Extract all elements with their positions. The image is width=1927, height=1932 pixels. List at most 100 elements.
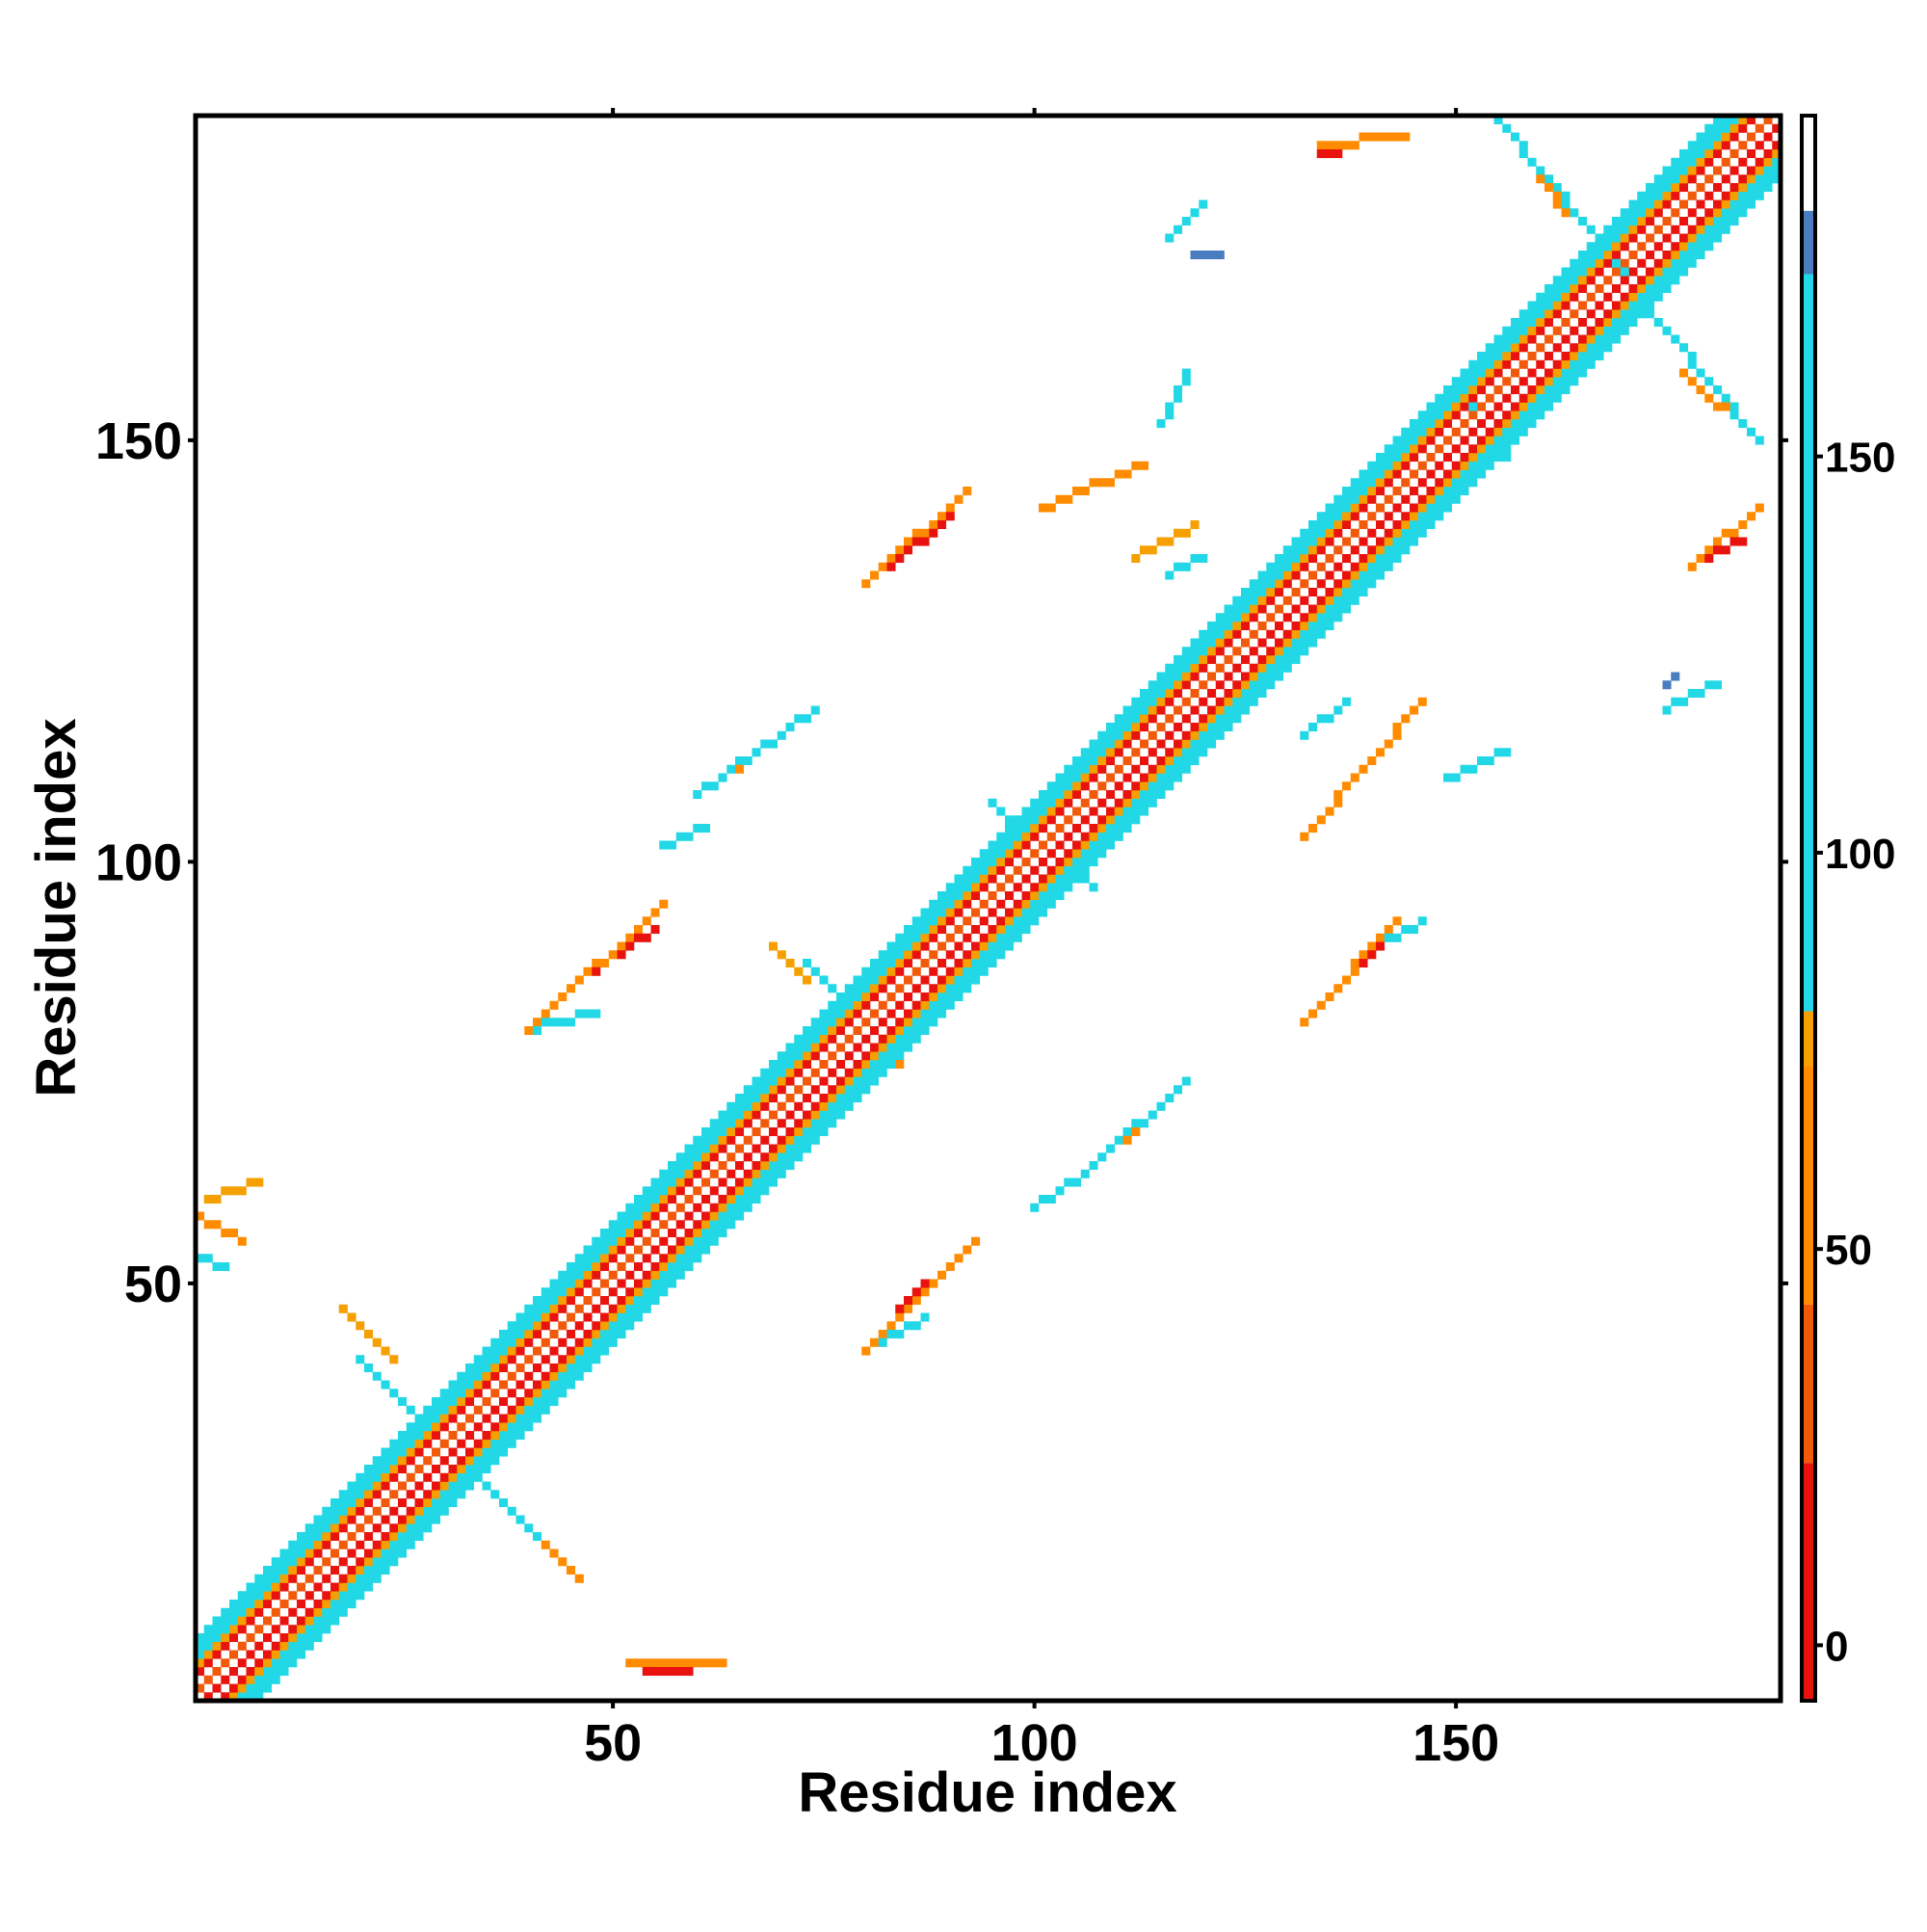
heatmap-cell — [398, 1540, 408, 1549]
heatmap-cell — [263, 1675, 273, 1684]
heatmap-cell — [448, 1481, 458, 1491]
heatmap-cell — [592, 1321, 601, 1331]
heatmap-cell — [229, 1600, 239, 1609]
heatmap-cell — [1536, 343, 1545, 353]
heatmap-cell — [338, 1540, 348, 1549]
heatmap-cell — [567, 1262, 576, 1272]
heatmap-cell — [338, 1607, 348, 1617]
heatmap-cell — [1536, 359, 1545, 369]
heatmap-cell — [870, 1009, 880, 1019]
heatmap-cell — [996, 916, 1006, 926]
heatmap-cell — [920, 1009, 930, 1019]
heatmap-cell — [794, 1051, 804, 1061]
heatmap-cell — [1181, 739, 1191, 749]
heatmap-cell — [1174, 393, 1183, 403]
heatmap-cell — [1359, 469, 1368, 479]
heatmap-cell — [785, 1127, 795, 1137]
heatmap-cell — [567, 984, 576, 993]
heatmap-cell — [533, 1380, 542, 1389]
heatmap-cell — [1687, 166, 1697, 175]
heatmap-cell — [1468, 385, 1478, 395]
heatmap-cell — [439, 1481, 449, 1491]
heatmap-cell — [760, 1152, 770, 1162]
heatmap-cell — [668, 1211, 677, 1221]
heatmap-cell — [583, 1279, 593, 1288]
heatmap-cell — [439, 1397, 449, 1407]
heatmap-cell — [229, 1229, 239, 1238]
heatmap-cell — [844, 1085, 854, 1095]
heatmap-cell — [583, 1337, 593, 1347]
heatmap-cell — [524, 1414, 534, 1423]
heatmap-cell — [1030, 798, 1040, 807]
heatmap-cell — [853, 1094, 862, 1103]
heatmap-cell — [1367, 562, 1377, 571]
heatmap-cell — [1755, 183, 1764, 193]
heatmap-cell — [1376, 132, 1386, 142]
heatmap-cell — [1055, 858, 1065, 867]
heatmap-cell — [1637, 191, 1647, 200]
heatmap-cell — [1704, 123, 1714, 133]
heatmap-cell — [642, 1658, 651, 1668]
heatmap-cell — [1046, 503, 1056, 513]
heatmap-cell — [1013, 824, 1022, 834]
heatmap-cell — [617, 1321, 626, 1331]
heatmap-cell — [1443, 494, 1453, 504]
heatmap-cell — [212, 1262, 222, 1272]
heatmap-cell — [237, 1600, 247, 1609]
heatmap-cell — [988, 908, 997, 917]
heatmap-cell — [356, 1591, 365, 1601]
heatmap-cell — [675, 1178, 685, 1187]
heatmap-cell — [1055, 840, 1065, 850]
heatmap-cell — [895, 1330, 905, 1339]
heatmap-cell — [279, 1633, 289, 1643]
heatmap-cell — [1350, 966, 1359, 976]
heatmap-cell — [1662, 251, 1672, 260]
heatmap-cell — [1696, 157, 1705, 167]
heatmap-cell — [1215, 251, 1225, 260]
heatmap-cell — [785, 1161, 795, 1171]
heatmap-cell — [246, 1667, 255, 1677]
heatmap-cell — [439, 1389, 449, 1398]
heatmap-cell — [203, 1641, 213, 1651]
heatmap-cell — [1578, 301, 1588, 310]
heatmap-cell — [600, 1229, 610, 1238]
heatmap-cell — [1544, 334, 1554, 344]
heatmap-cell — [583, 1330, 593, 1339]
heatmap-cell — [1215, 638, 1225, 648]
heatmap-cell — [533, 1414, 542, 1423]
heatmap-cell — [954, 941, 964, 951]
heatmap-cell — [1671, 157, 1680, 167]
heatmap-cell — [237, 1591, 247, 1601]
heatmap-cell — [752, 748, 761, 757]
heatmap-cell — [1628, 233, 1638, 243]
heatmap-cell — [1275, 647, 1284, 656]
heatmap-cell — [1215, 723, 1225, 732]
heatmap-cell — [432, 1397, 441, 1407]
heatmap-cell — [1384, 925, 1393, 935]
heatmap-cell — [1013, 832, 1022, 841]
heatmap-cell — [507, 1330, 516, 1339]
heatmap-cell — [911, 1018, 921, 1027]
heatmap-cell — [1628, 199, 1638, 209]
heatmap-cell — [338, 1506, 348, 1516]
heatmap-cell — [1055, 1186, 1065, 1196]
heatmap-cell — [1443, 773, 1453, 782]
heatmap-cell — [1679, 697, 1689, 706]
heatmap-cell — [398, 1515, 408, 1524]
heatmap-cell — [1039, 815, 1048, 825]
heatmap-cell — [1384, 132, 1393, 142]
heatmap-cell — [541, 1296, 550, 1306]
heatmap-cell — [1181, 748, 1191, 757]
heatmap-cell — [490, 1389, 500, 1398]
heatmap-cell — [1687, 157, 1697, 167]
heatmap-cell — [1350, 773, 1359, 782]
heatmap-cell — [1181, 672, 1191, 681]
heatmap-cell — [1207, 689, 1217, 699]
heatmap-cell — [1679, 233, 1689, 243]
heatmap-cell — [803, 1110, 812, 1120]
heatmap-cell — [1241, 705, 1251, 715]
heatmap-cell — [414, 1414, 424, 1423]
heatmap-cell — [937, 891, 947, 901]
heatmap-cell — [1477, 352, 1487, 361]
heatmap-cell — [1392, 520, 1402, 530]
